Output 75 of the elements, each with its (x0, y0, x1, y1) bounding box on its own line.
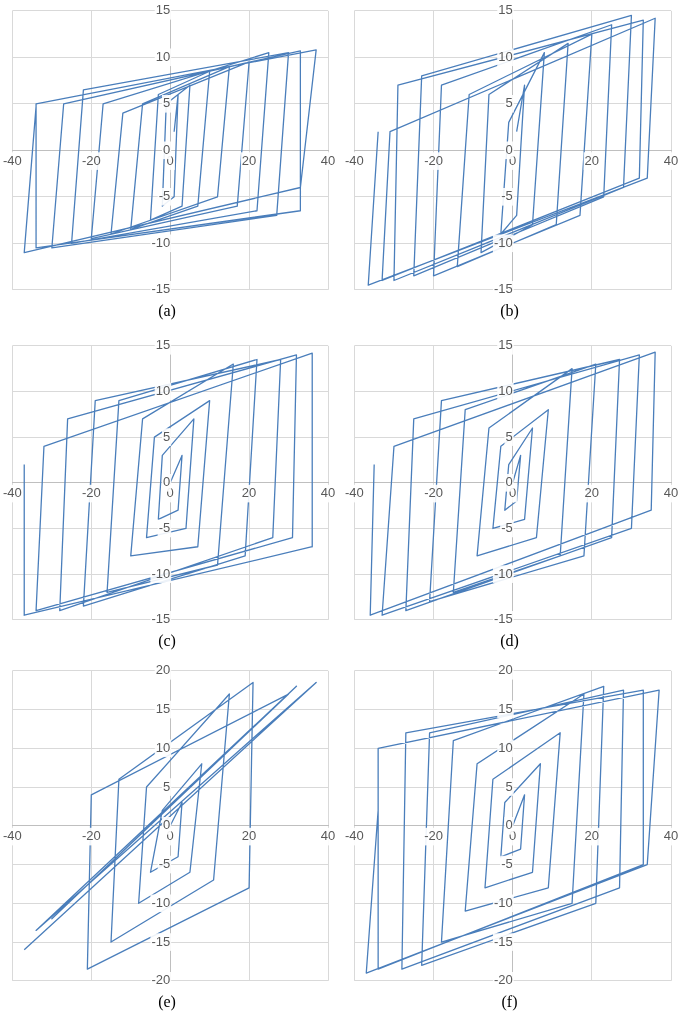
y-tick-label: -5 (501, 856, 513, 872)
x-tick-label: -20 (424, 485, 443, 501)
y-tick-label: 15 (498, 701, 513, 717)
y-tick-label: 5 (162, 778, 171, 794)
y-tick-label: -5 (158, 188, 171, 204)
y-tick-label: 5 (162, 428, 171, 444)
y-tick-label: -5 (501, 188, 513, 204)
x-tick-label: -40 (345, 485, 364, 501)
y-tick-label: 20 (155, 662, 171, 678)
y-tick-label: 15 (155, 337, 171, 353)
y-tick-label: 15 (155, 2, 171, 18)
x-tick-label: -20 (81, 828, 101, 844)
y-tick-label: 10 (155, 739, 171, 755)
text: (f) (501, 992, 518, 1011)
y-tick-label: -15 (151, 933, 171, 949)
y-tick-label: 5 (505, 778, 513, 794)
y-tick-label: -5 (501, 520, 513, 536)
x-tick-label: -40 (3, 152, 22, 168)
y-tick-label: 10 (155, 48, 171, 64)
text: (e) (158, 992, 176, 1011)
x-tick-label: 40 (320, 485, 336, 501)
y-tick-label: 5 (505, 428, 513, 444)
y-tick-label: 0 (162, 817, 171, 833)
y-tick-label: -15 (493, 611, 513, 627)
y-tick-label: -5 (158, 856, 171, 872)
text: (d) (500, 631, 519, 650)
text: (b) (500, 301, 519, 320)
y-tick-label: -10 (151, 565, 171, 581)
y-tick-label: 15 (498, 337, 513, 353)
y-tick-label: 0 (162, 141, 171, 157)
x-tick-label: -40 (3, 485, 22, 501)
y-tick-label: 20 (498, 662, 513, 678)
y-tick-label: -5 (158, 520, 171, 536)
x-tick-label: 40 (663, 485, 679, 501)
y-tick-label: 10 (498, 48, 513, 64)
y-tick-label: -10 (151, 894, 171, 910)
y-tick-label: 15 (155, 701, 171, 717)
x-tick-label: -20 (81, 485, 101, 501)
y-tick-label: -15 (493, 281, 513, 297)
y-tick-label: 10 (498, 383, 513, 399)
y-tick-label: 0 (505, 817, 513, 833)
y-tick-label: 0 (505, 474, 513, 490)
y-tick-label: 10 (498, 739, 513, 755)
x-tick-label: -20 (424, 828, 443, 844)
y-tick-label: -10 (493, 565, 513, 581)
y-tick-label: -10 (493, 234, 513, 250)
x-tick-label: 20 (584, 152, 600, 168)
y-tick-label: 15 (498, 2, 513, 18)
y-tick-label: -15 (151, 281, 171, 297)
x-tick-label: 20 (584, 828, 600, 844)
y-tick-label: -15 (151, 611, 171, 627)
x-tick-label: 20 (584, 485, 600, 501)
x-tick-label: 40 (663, 828, 679, 844)
y-tick-label: -20 (493, 972, 513, 988)
x-tick-label: 20 (241, 485, 257, 501)
y-tick-label: -15 (493, 933, 513, 949)
y-tick-label: -10 (493, 894, 513, 910)
y-tick-label: 0 (505, 141, 513, 157)
x-tick-label: -40 (345, 152, 364, 168)
x-tick-label: 20 (241, 828, 257, 844)
x-tick-label: 40 (663, 152, 679, 168)
text: (c) (158, 631, 176, 650)
x-tick-label: 40 (320, 828, 336, 844)
text: (a) (158, 301, 176, 320)
x-tick-label: 40 (320, 152, 336, 168)
x-tick-label: -20 (81, 152, 101, 168)
y-tick-label: 5 (505, 95, 513, 111)
y-tick-label: 10 (155, 383, 171, 399)
x-tick-label: -20 (424, 152, 443, 168)
x-tick-label: -40 (3, 828, 22, 844)
y-tick-label: -10 (151, 234, 171, 250)
y-tick-label: 0 (162, 474, 171, 490)
x-tick-label: 20 (241, 152, 257, 168)
x-tick-label: -40 (345, 828, 364, 844)
y-tick-label: -20 (151, 972, 171, 988)
